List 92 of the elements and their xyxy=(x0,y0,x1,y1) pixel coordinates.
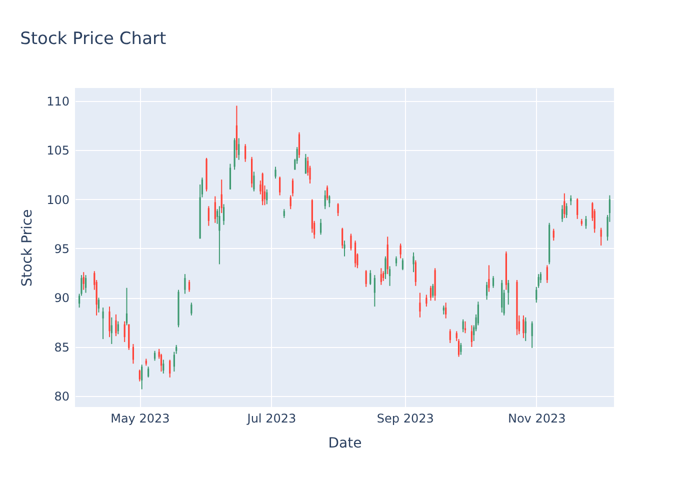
candlestick xyxy=(138,369,140,382)
candlestick xyxy=(208,206,210,226)
x-tick-label: May 2023 xyxy=(110,412,170,426)
candlestick xyxy=(522,314,524,339)
candlestick xyxy=(380,268,382,286)
candlestick xyxy=(430,285,432,302)
x-tick-label: Sep 2023 xyxy=(376,412,434,426)
candlestick xyxy=(141,364,143,390)
candlestick xyxy=(374,274,376,308)
candlestick xyxy=(184,274,186,294)
candlestick xyxy=(412,252,414,273)
candlestick xyxy=(188,279,190,292)
candlestick xyxy=(566,202,568,218)
candlestick xyxy=(426,294,428,308)
candlestick xyxy=(98,297,100,313)
candlestick xyxy=(82,272,84,290)
candlestick xyxy=(274,166,276,180)
candlestick xyxy=(108,306,110,338)
candlestick xyxy=(464,320,466,334)
candlestick xyxy=(384,256,386,280)
y-tick-label: 85 xyxy=(54,340,70,354)
candlestick xyxy=(115,314,117,337)
candlestick xyxy=(154,350,156,362)
y-tick-label: 110 xyxy=(46,94,70,108)
candlestick xyxy=(201,177,204,198)
candlestick xyxy=(382,270,384,282)
candlestick xyxy=(102,307,104,340)
candlestick xyxy=(279,176,281,196)
candlestick xyxy=(326,184,328,201)
x-axis-title: Date xyxy=(328,436,362,452)
candlestick xyxy=(365,270,367,288)
candlestick xyxy=(160,353,162,372)
candlestick xyxy=(492,276,494,288)
candlestick xyxy=(449,328,451,344)
candlestick xyxy=(148,366,150,378)
x-tick-label: Nov 2023 xyxy=(508,412,566,426)
candlestick xyxy=(222,204,225,226)
candlestick xyxy=(84,274,87,294)
candlestick xyxy=(470,324,473,348)
candlestick xyxy=(462,318,464,333)
candlestick xyxy=(561,204,564,222)
candlestick xyxy=(244,144,246,162)
candlestick xyxy=(132,343,134,364)
candlestick xyxy=(388,266,391,286)
candlestick xyxy=(546,264,548,284)
candlestick xyxy=(324,190,326,210)
candlestick xyxy=(124,320,126,343)
candlestick xyxy=(576,198,578,220)
candlestick xyxy=(585,215,587,230)
candlestick xyxy=(220,179,222,214)
candlestick xyxy=(395,256,398,267)
candlestick xyxy=(400,243,402,259)
candlestick xyxy=(432,283,434,298)
candlestick xyxy=(229,163,232,190)
candlestick xyxy=(218,206,220,265)
candlestick xyxy=(304,153,306,174)
candlestick xyxy=(214,196,216,224)
chart-title: Stock Price Chart xyxy=(20,29,166,49)
candlestick xyxy=(531,320,533,348)
candlestick xyxy=(445,302,447,319)
candlestick xyxy=(344,240,346,257)
candlestick xyxy=(190,302,192,316)
candlestick xyxy=(370,270,372,286)
candlestick xyxy=(266,188,268,205)
candlestick xyxy=(162,359,164,374)
y-tick-label: 100 xyxy=(46,192,70,207)
y-tick-label: 95 xyxy=(54,242,70,256)
candlestick xyxy=(460,342,462,356)
candlestick xyxy=(342,227,344,249)
candlestick xyxy=(320,218,322,236)
candlestick xyxy=(238,138,240,160)
candlestick xyxy=(564,192,566,218)
candlestick xyxy=(524,316,526,342)
candlestick xyxy=(126,287,128,326)
candlestick xyxy=(508,279,510,306)
candlestick xyxy=(128,324,130,350)
y-tick-label: 80 xyxy=(54,390,70,404)
candlestick xyxy=(298,132,300,158)
candlestick xyxy=(169,359,171,378)
candlestick xyxy=(354,240,356,268)
candlestick xyxy=(350,233,352,251)
x-tick-label: Jul 2023 xyxy=(246,412,296,426)
y-tick-label: 90 xyxy=(54,291,70,306)
candlestick xyxy=(419,292,421,318)
candlestick xyxy=(110,316,112,344)
candlestick xyxy=(253,171,255,192)
y-tick-label: 105 xyxy=(46,144,70,158)
candlestick xyxy=(488,264,490,292)
candlestick xyxy=(337,202,339,216)
y-axis-title: Stock Price xyxy=(20,209,36,287)
candlestick xyxy=(414,260,416,286)
candlestick xyxy=(486,281,488,300)
